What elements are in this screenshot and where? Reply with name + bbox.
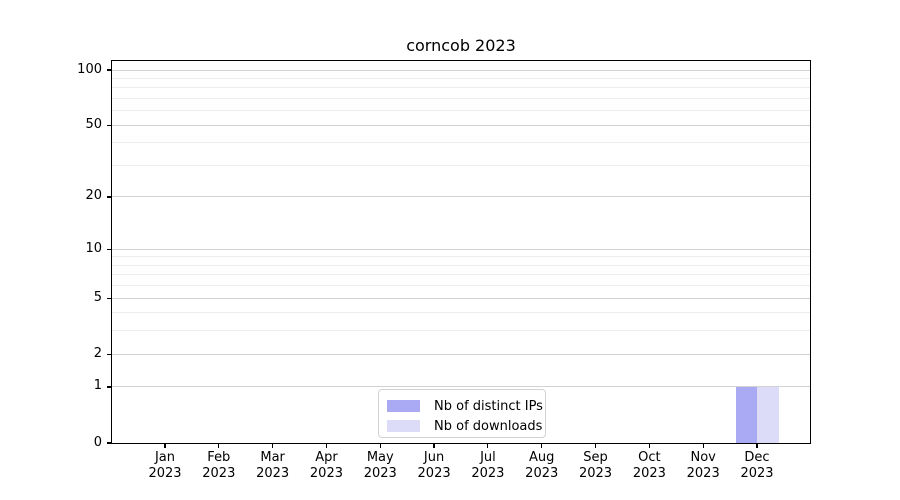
- gridline-minor: [112, 110, 810, 112]
- gridline-major: [112, 124, 810, 126]
- legend-swatch-downloads: [387, 420, 420, 432]
- y-tick-label: 2: [93, 345, 102, 361]
- x-tick-year: 2023: [256, 465, 290, 481]
- x-tick-month: Aug: [529, 450, 555, 465]
- x-tick-mark: [702, 443, 704, 448]
- legend-entry-distinct-ips: Nb of distinct IPs: [387, 396, 543, 416]
- x-tick-label: Oct 2023: [617, 450, 681, 481]
- x-tick-month: Jul: [480, 450, 496, 465]
- legend-entry-downloads: Nb of downloads: [387, 416, 542, 436]
- x-tick-month: Feb: [207, 450, 231, 465]
- x-tick-mark: [433, 443, 435, 448]
- x-tick-mark: [272, 443, 274, 448]
- gridline-minor: [112, 330, 810, 332]
- y-tick-mark: [106, 386, 112, 388]
- x-tick-label: Dec 2023: [725, 450, 789, 481]
- x-tick-year: 2023: [202, 465, 236, 481]
- gridline-minor: [112, 312, 810, 314]
- x-tick-month: May: [366, 450, 394, 465]
- gridline-minor: [112, 264, 810, 266]
- gridline-major: [112, 386, 810, 388]
- x-tick-month: Oct: [638, 450, 661, 465]
- x-tick-month: Apr: [315, 450, 338, 465]
- y-tick-mark: [106, 297, 112, 299]
- chart-title: corncob 2023: [406, 36, 516, 55]
- y-tick-label: 50: [85, 116, 102, 132]
- x-tick-label: Jul 2023: [456, 450, 520, 481]
- x-tick-year: 2023: [363, 465, 397, 481]
- y-tick-mark: [106, 248, 112, 250]
- legend-label-downloads: Nb of downloads: [434, 418, 543, 434]
- gridline-major: [112, 248, 810, 250]
- gridline-major: [112, 297, 810, 299]
- y-tick-label: 20: [85, 188, 102, 204]
- x-tick-mark: [325, 443, 328, 448]
- gridline-minor: [112, 87, 810, 89]
- y-tick-label: 1: [93, 378, 102, 394]
- x-tick-month: Sep: [583, 450, 608, 465]
- x-tick-label: Feb 2023: [187, 450, 251, 481]
- y-tick-label: 5: [93, 289, 102, 305]
- x-tick-year: 2023: [632, 465, 666, 481]
- x-tick-month: Jun: [423, 450, 445, 465]
- legend: Nb of distinct IPs Nb of downloads: [378, 389, 546, 438]
- x-tick-label: Jan 2023: [133, 450, 197, 481]
- gridline-minor: [112, 165, 810, 166]
- x-tick-label: Aug 2023: [510, 450, 574, 481]
- x-tick-label: Apr 2023: [294, 450, 358, 481]
- gridline-minor: [112, 285, 810, 287]
- gridline-minor: [112, 142, 810, 144]
- x-tick-month: Dec: [744, 450, 770, 465]
- x-tick-year: 2023: [525, 465, 559, 481]
- gridline-minor: [112, 77, 810, 79]
- y-tick-mark: [106, 353, 112, 355]
- x-tick-year: 2023: [740, 465, 774, 481]
- y-tick-mark: [106, 124, 112, 126]
- y-tick-mark: [106, 69, 112, 71]
- bar-distinct-ips-dec: [735, 386, 757, 443]
- gridline-major: [112, 353, 810, 355]
- x-tick-label: Mar 2023: [241, 450, 305, 481]
- legend-swatch-distinct-ips: [387, 400, 420, 412]
- x-tick-mark: [379, 443, 381, 448]
- x-tick-mark: [756, 443, 758, 448]
- legend-label-distinct-ips: Nb of distinct IPs: [434, 398, 543, 414]
- gridline-minor: [112, 274, 810, 276]
- x-tick-mark: [541, 443, 543, 448]
- x-tick-mark: [487, 443, 489, 448]
- x-tick-year: 2023: [309, 465, 343, 481]
- y-tick-mark: [106, 442, 112, 444]
- y-tick-label: 100: [77, 61, 102, 77]
- x-tick-year: 2023: [686, 465, 720, 481]
- x-tick-mark: [218, 443, 220, 448]
- x-tick-mark: [164, 443, 166, 448]
- gridline-minor: [112, 256, 810, 258]
- x-tick-month: Mar: [260, 450, 285, 465]
- y-tick-label: 0: [93, 434, 102, 450]
- x-tick-year: 2023: [578, 465, 613, 481]
- x-tick-month: Jan: [154, 450, 176, 465]
- x-tick-mark: [648, 443, 650, 448]
- x-tick-year: 2023: [417, 465, 451, 481]
- bar-downloads-dec: [757, 386, 779, 443]
- gridline-minor: [112, 98, 810, 100]
- y-tick-mark: [106, 196, 112, 198]
- x-tick-label: Jun 2023: [402, 450, 466, 481]
- x-tick-mark: [594, 443, 597, 448]
- x-tick-year: 2023: [471, 465, 505, 481]
- gridline-major: [112, 69, 810, 71]
- x-tick-label: May 2023: [348, 450, 412, 481]
- plot-area: [112, 61, 810, 443]
- x-tick-year: 2023: [148, 465, 182, 481]
- x-tick-month: Nov: [690, 450, 716, 465]
- x-tick-label: Sep 2023: [564, 450, 628, 481]
- gridline-major: [112, 196, 810, 198]
- y-tick-label: 10: [85, 240, 102, 256]
- x-tick-label: Nov 2023: [671, 450, 735, 481]
- plot-frame: [111, 60, 811, 444]
